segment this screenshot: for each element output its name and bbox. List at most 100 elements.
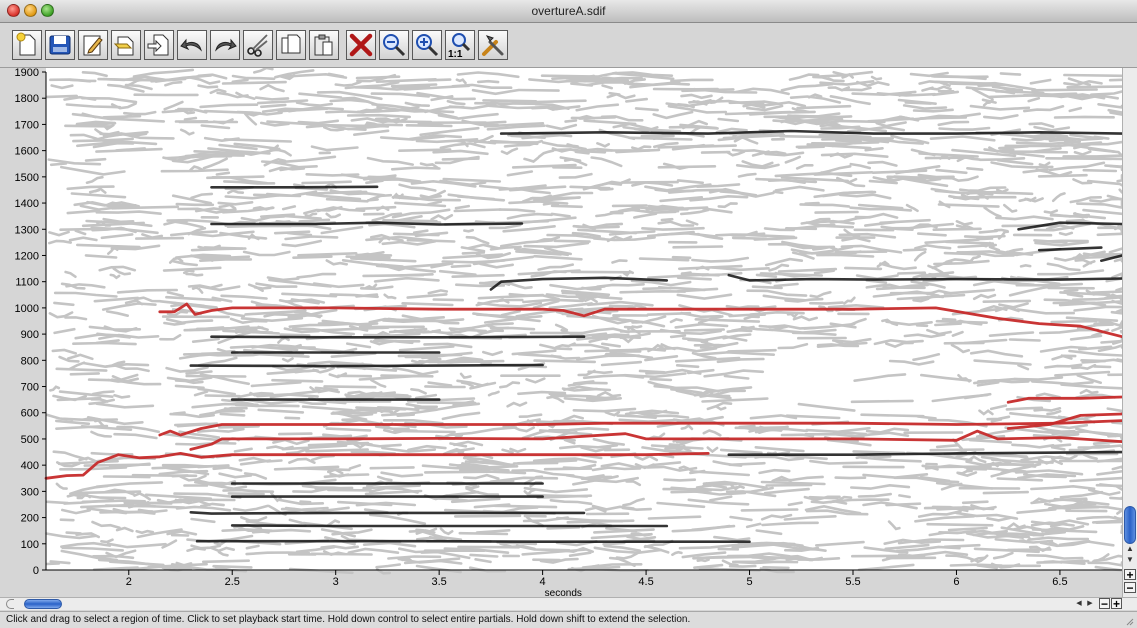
partial-track: [44, 532, 98, 540]
minimize-window-button[interactable]: [24, 4, 37, 17]
cut-button[interactable]: [243, 30, 273, 60]
partial-track: [293, 183, 305, 188]
partial-track: [397, 353, 463, 358]
partial-track: [407, 444, 447, 452]
partial-track: [190, 544, 221, 550]
zoom-out-button[interactable]: [379, 30, 409, 60]
partial-track: [571, 231, 601, 238]
vertical-zoom-out-button[interactable]: −: [1124, 582, 1136, 594]
partial-track: [403, 557, 461, 565]
partial-track: [325, 212, 341, 219]
resize-grip-icon[interactable]: [1124, 616, 1134, 626]
partial-track: [163, 321, 186, 326]
partial-track: [571, 343, 610, 350]
partial-track: [406, 293, 448, 299]
partial-track: [957, 374, 971, 383]
partial-track: [605, 318, 631, 325]
partial-track: [955, 511, 1019, 520]
partial-track: [808, 495, 839, 500]
partial-track: [988, 331, 1035, 337]
partial-track: [510, 282, 533, 290]
partial-track: [596, 142, 610, 148]
partial-track: [865, 427, 910, 434]
partial-track: [430, 318, 460, 325]
import-button[interactable]: [144, 30, 174, 60]
partial-track: [870, 75, 883, 81]
tools-button[interactable]: [478, 30, 508, 60]
partial-track: [116, 425, 160, 434]
undo-button[interactable]: [177, 30, 207, 60]
partial-track: [268, 278, 333, 288]
partial-track: [64, 316, 88, 321]
horizontal-zoom-in-button[interactable]: +: [1111, 597, 1122, 611]
partials-chart[interactable]: 0 100 200 300 400 500 600 700 800 900 1000 1100 1200…: [0, 68, 1122, 597]
vertical-zoom-in-button[interactable]: +: [1124, 569, 1136, 581]
paste-button[interactable]: [309, 30, 339, 60]
partial-track: [329, 189, 386, 197]
partial-track: [734, 87, 790, 96]
partial-track: [938, 126, 991, 131]
zoom-window-button[interactable]: [41, 4, 54, 17]
delete-button[interactable]: [346, 30, 376, 60]
x-tick-label: 5.5: [845, 576, 860, 588]
scroll-right-arrow[interactable]: ▶: [1087, 600, 1093, 607]
zoom-in-button[interactable]: [412, 30, 442, 60]
partial-track: [105, 310, 129, 317]
new-button[interactable]: [12, 30, 42, 60]
partial-track: [346, 113, 411, 119]
scroll-left-arrow[interactable]: ◀: [1076, 600, 1082, 607]
partial-track: [1028, 122, 1055, 128]
partial-track: [61, 508, 91, 515]
partial-track: [532, 299, 560, 310]
partial-track: [49, 78, 92, 83]
partial-track: [912, 353, 941, 362]
partial-track: [646, 311, 692, 316]
horizontal-zoom-out-button[interactable]: −: [1099, 597, 1110, 611]
partial-track: [668, 437, 698, 447]
partial-track: [217, 425, 260, 429]
partial-track: [566, 314, 634, 322]
partial-track: [755, 529, 783, 536]
partial-track: [396, 413, 415, 417]
selected-partial-5: [1006, 412, 1122, 430]
partial-track: [1104, 164, 1122, 169]
copy-button[interactable]: [276, 30, 306, 60]
save-button[interactable]: [45, 30, 75, 60]
partial-track: [82, 361, 150, 369]
scroll-up-arrow[interactable]: ▲: [1126, 544, 1134, 553]
horizontal-scrollbar[interactable]: ◀ ▶ − +: [0, 597, 1137, 610]
partial-track: [81, 221, 145, 228]
partial-track: [948, 319, 983, 326]
partial-track: [548, 302, 593, 310]
title-bar[interactable]: overtureA.sdif: [0, 0, 1137, 23]
partial-track: [758, 468, 791, 475]
partial-track: [59, 518, 75, 522]
partial-track: [983, 114, 1019, 120]
partial-track: [763, 227, 795, 232]
partial-track: [815, 540, 865, 547]
partial-track: [305, 173, 360, 177]
partial-track: [442, 253, 504, 260]
close-window-button[interactable]: [7, 4, 20, 17]
partial-track: [161, 539, 178, 549]
partial-track: [107, 245, 119, 255]
partial-track: [489, 476, 559, 483]
edit-button[interactable]: [78, 30, 108, 60]
scroll-down-arrow[interactable]: ▼: [1126, 555, 1134, 564]
redo-button[interactable]: [210, 30, 240, 60]
partial-track: [100, 538, 114, 544]
zoom-1to1-button[interactable]: 1:1: [445, 30, 475, 60]
partial-track: [1039, 328, 1100, 335]
partials-plot-area[interactable]: 0 100 200 300 400 500 600 700 800 900 1000 1100 1200…: [0, 68, 1137, 597]
vertical-scroll-thumb[interactable]: [1124, 506, 1136, 544]
partial-track: [618, 335, 634, 344]
partial-track: [749, 310, 805, 316]
open-button[interactable]: [111, 30, 141, 60]
partial-track: [709, 482, 738, 486]
partial-track: [587, 370, 613, 375]
partial-track: [210, 546, 235, 553]
partial-track: [686, 368, 715, 375]
partial-track: [376, 406, 420, 412]
horizontal-scroll-thumb[interactable]: [24, 599, 62, 609]
vertical-scrollbar[interactable]: ▲ ▼ + −: [1122, 68, 1137, 597]
